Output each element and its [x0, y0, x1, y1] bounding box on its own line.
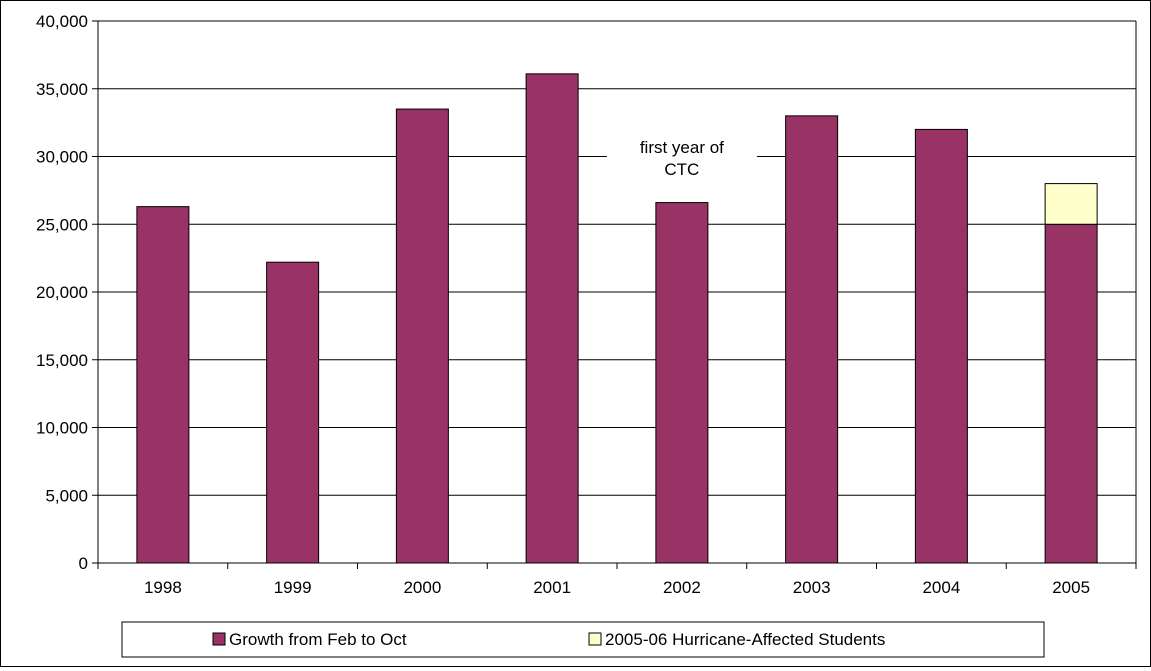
bar-hurricane-2005: [1044, 183, 1098, 225]
legend-box: [121, 621, 1045, 658]
annotation: first year of CTC: [606, 134, 757, 183]
x-tick-label: 2001: [533, 578, 571, 597]
bar-growth-1998: [136, 206, 190, 564]
bar-growth-2005: [1044, 223, 1098, 564]
legend-swatch-growth: [212, 632, 226, 646]
y-tick-label: 0: [79, 554, 88, 573]
y-tick-label: 35,000: [36, 80, 88, 99]
x-tick-label: 2000: [403, 578, 441, 597]
y-tick-label: 30,000: [36, 148, 88, 167]
annotation-text: first year of: [640, 138, 724, 157]
y-tick-label: 5,000: [45, 486, 88, 505]
legend: Growth from Feb to Oct 2005-06 Hurricane-…: [121, 621, 1045, 658]
x-tick-label: 2003: [793, 578, 831, 597]
x-tick-label: 2002: [663, 578, 701, 597]
gridlines: [98, 20, 1136, 496]
bar-growth-2000: [395, 108, 449, 564]
y-tick-label: 20,000: [36, 283, 88, 302]
y-tick-label: 40,000: [36, 12, 88, 31]
bar-growth-2004: [914, 128, 968, 564]
bar-growth-2001: [525, 73, 579, 564]
bar-growth-2002: [655, 202, 709, 564]
axes: 0 5,000 10,000 15,000 20,000 25,000 30,000 35,0…: [36, 12, 1137, 597]
x-tick-label: 2004: [922, 578, 960, 597]
bars: [136, 73, 1098, 564]
y-tick-label: 25,000: [36, 215, 88, 234]
legend-label-growth: Growth from Feb to Oct: [229, 630, 407, 649]
y-tick-label: 15,000: [36, 351, 88, 370]
bar-growth-1999: [266, 261, 320, 564]
x-tick-label: 2005: [1052, 578, 1090, 597]
bar-growth-2003: [785, 115, 839, 564]
legend-swatch-hurricane: [588, 632, 602, 646]
x-tick-label: 1999: [274, 578, 312, 597]
annotation-text: CTC: [664, 160, 699, 179]
y-tick-label: 10,000: [36, 419, 88, 438]
x-tick-label: 1998: [144, 578, 182, 597]
annotation-background: [606, 134, 757, 183]
legend-label-hurricane: 2005-06 Hurricane-Affected Students: [605, 630, 885, 649]
